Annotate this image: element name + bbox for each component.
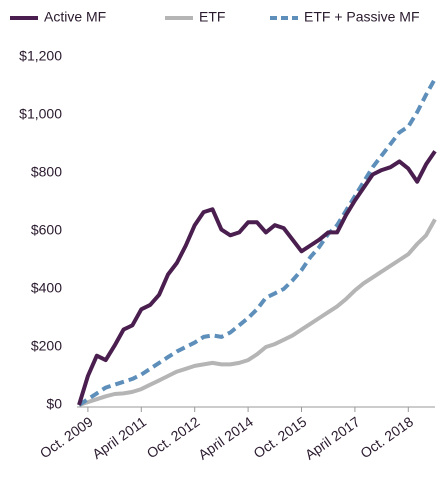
y-tick-label: $600 <box>31 222 62 238</box>
legend-label: ETF + Passive MF <box>304 9 420 25</box>
y-tick-label: $800 <box>31 164 62 180</box>
x-tick-label: April 2017 <box>302 413 363 462</box>
y-tick-label: $0 <box>46 396 62 412</box>
series-line <box>77 150 437 406</box>
x-tick-label: Oct. 2012 <box>144 413 203 461</box>
y-tick-label: $400 <box>31 280 62 296</box>
y-tick-label: $200 <box>31 338 62 354</box>
x-tick-label: Oct. 2015 <box>250 413 309 461</box>
x-tick-label: April 2011 <box>89 413 149 462</box>
y-tick-label: $1,000 <box>19 106 62 122</box>
legend-label: ETF <box>199 9 225 25</box>
legend-label: Active MF <box>44 9 106 25</box>
series-line <box>77 77 437 407</box>
x-tick-label: Oct. 2018 <box>357 413 416 461</box>
x-tick-label: April 2014 <box>195 413 256 462</box>
series-line <box>78 218 437 407</box>
y-tick-label: $1,200 <box>19 48 62 64</box>
x-tick-label: Oct. 2009 <box>37 413 96 461</box>
